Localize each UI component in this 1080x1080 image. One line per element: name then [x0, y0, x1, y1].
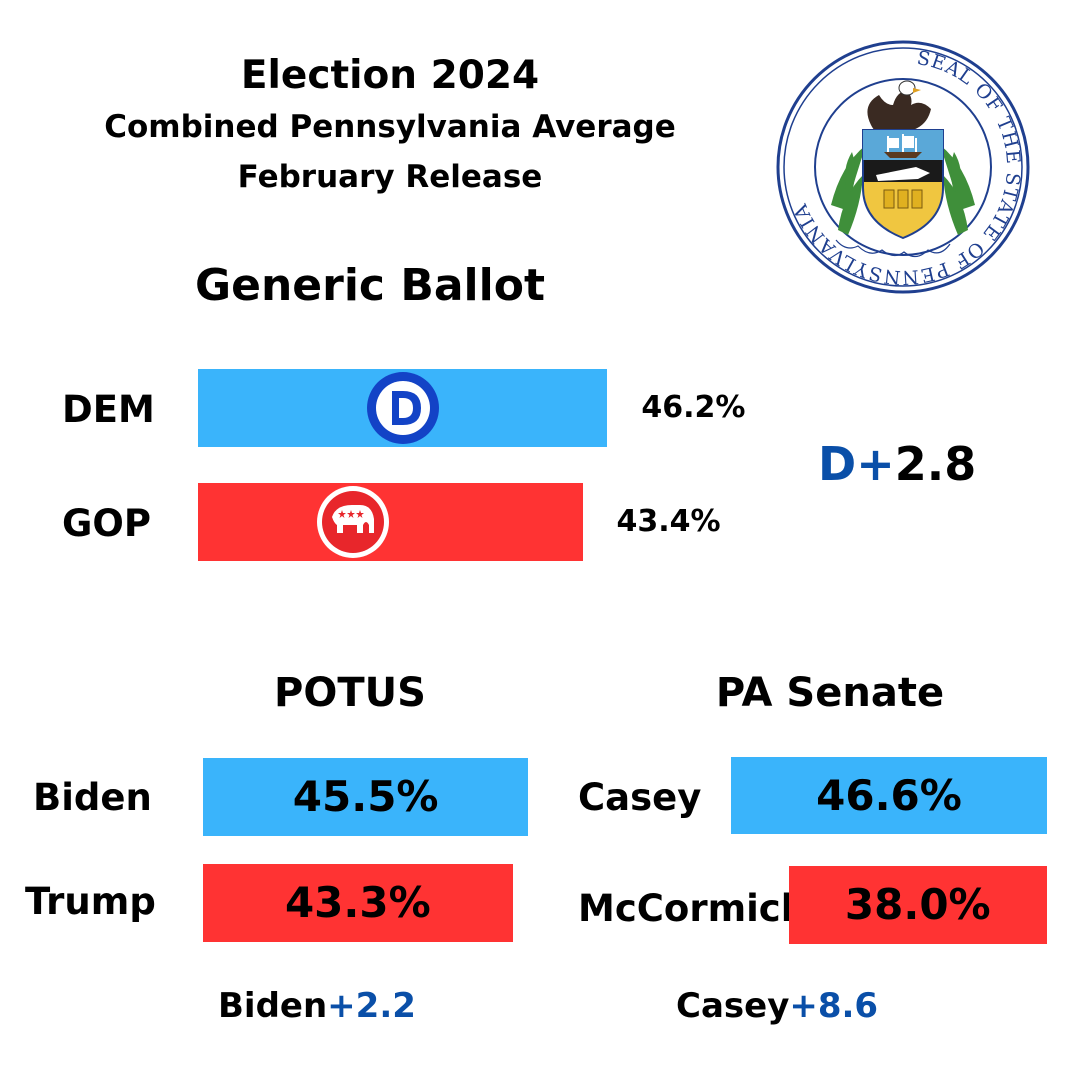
- senate-mccormick-value: 38.0%: [844, 880, 991, 929]
- senate-casey-value: 46.6%: [816, 771, 962, 820]
- senate-mccormick-bar: [788, 866, 1047, 944]
- biden-label: Biden: [33, 776, 152, 819]
- senate-casey-bar: [731, 757, 1047, 834]
- chart-title: Election 2024: [240, 53, 540, 98]
- potus-margin-value: +2.2: [327, 986, 416, 1026]
- generic-ballot-dem-value: 46.2%: [641, 390, 746, 425]
- coat-of-arms-shield-icon: [862, 129, 944, 240]
- dem-label: DEM: [62, 388, 155, 431]
- margin-party: D: [818, 437, 857, 491]
- casey-label: Casey: [578, 776, 702, 819]
- generic-ballot-margin: D+2.8: [818, 436, 976, 492]
- margin-sign: +: [856, 437, 895, 491]
- release-label: February Release: [237, 159, 543, 195]
- generic-ballot-gop-bar: [198, 483, 583, 561]
- mccormick-label: McCormick: [578, 887, 806, 930]
- margin-value: 2.8: [894, 437, 977, 491]
- eagle-icon: [867, 80, 931, 137]
- potus-biden-value: 45.5%: [292, 772, 439, 821]
- senate-margin-leader: Casey: [676, 986, 790, 1026]
- chart-subtitle: Combined Pennsylvania Average: [104, 109, 676, 145]
- pennsylvania-state-seal-icon: SEAL OF THE STATE OF PENNSYLVANIA: [776, 40, 1030, 294]
- potus-trump-value: 43.3%: [284, 878, 431, 927]
- gop-label: GOP: [62, 502, 151, 545]
- potus-trump-bar: [203, 864, 513, 942]
- generic-ballot-title: Generic Ballot: [195, 260, 545, 311]
- potus-margin-leader: Biden: [218, 986, 328, 1026]
- republican-party-logo-icon: [317, 486, 389, 558]
- senate-margin-value: +8.6: [789, 986, 879, 1026]
- potus-biden-bar: [203, 758, 529, 836]
- senate-margin: Casey+8.6: [676, 984, 878, 1028]
- header: Election 2024 Combined Pennsylvania Aver…: [60, 50, 720, 202]
- democratic-party-logo-icon: [367, 372, 439, 444]
- pa-senate-title: PA Senate: [715, 670, 945, 716]
- potus-title: POTUS: [274, 670, 426, 716]
- trump-label: Trump: [25, 880, 156, 923]
- potus-margin: Biden+2.2: [218, 984, 416, 1028]
- generic-ballot-gop-value: 43.4%: [616, 504, 721, 539]
